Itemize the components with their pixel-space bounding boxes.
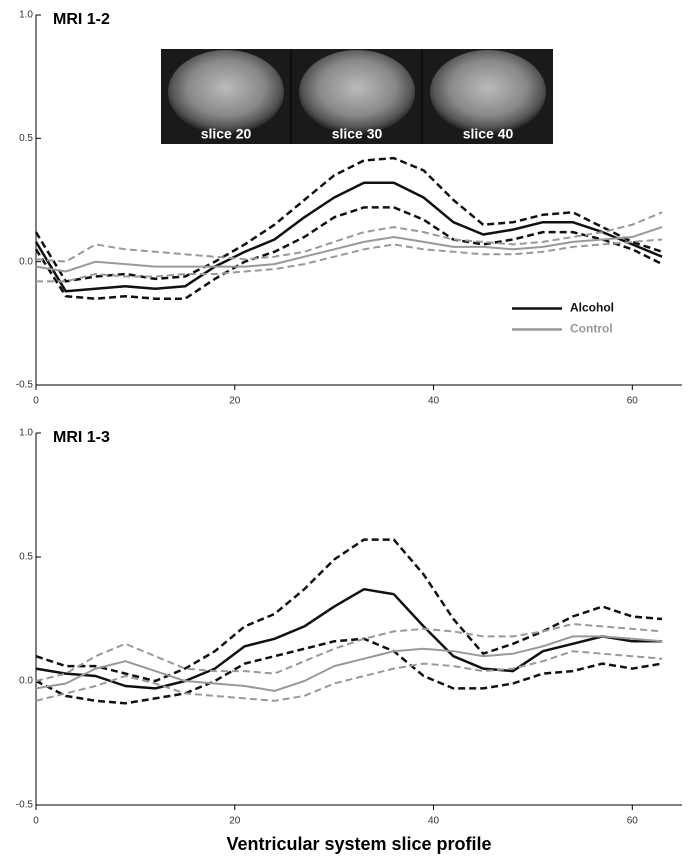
y-tick-label: 1.0	[19, 10, 33, 21]
x-axis-label: Ventricular system slice profile	[226, 834, 491, 854]
x-tick-label: 60	[627, 816, 639, 827]
x-tick-label: 20	[229, 396, 241, 407]
band-line	[36, 238, 663, 283]
brain-slice	[299, 50, 415, 134]
mri-images: slice 20 slice 30 slice 40	[161, 49, 553, 144]
series-line	[35, 635, 663, 692]
y-tick-label: -0.5	[16, 800, 34, 811]
series-line	[35, 587, 663, 690]
y-tick-label: -0.5	[16, 380, 34, 391]
band-line	[35, 637, 663, 705]
chart-title: MRI 1-2	[53, 11, 110, 28]
legend-label: Alcohol	[570, 301, 614, 315]
image-label: slice 20	[201, 126, 252, 142]
band-line	[35, 538, 663, 683]
image-label: slice 30	[332, 126, 383, 142]
x-tick-label: 0	[33, 816, 39, 827]
y-tick-label: 0.0	[19, 256, 33, 267]
band-line	[35, 211, 663, 263]
x-tick-label: 0	[33, 396, 39, 407]
x-tick-label: 40	[428, 396, 440, 407]
x-tick-label: 40	[428, 816, 440, 827]
image-label: slice 40	[463, 126, 514, 142]
brain-slice	[168, 50, 284, 134]
y-tick-label: 0.5	[19, 133, 33, 144]
legend-label: Control	[570, 322, 613, 336]
y-tick-label: 1.0	[19, 428, 33, 439]
x-tick-label: 60	[627, 396, 639, 407]
band-line	[35, 623, 663, 682]
series-line	[34, 181, 663, 293]
y-tick-label: 0.0	[19, 676, 33, 687]
band-line	[34, 156, 663, 283]
y-tick-label: 0.5	[19, 552, 33, 563]
chart-title: MRI 1-3	[53, 429, 110, 446]
band-line	[35, 650, 663, 702]
series-line	[35, 226, 663, 273]
x-tick-label: 20	[229, 816, 241, 827]
brain-slice	[430, 50, 546, 134]
